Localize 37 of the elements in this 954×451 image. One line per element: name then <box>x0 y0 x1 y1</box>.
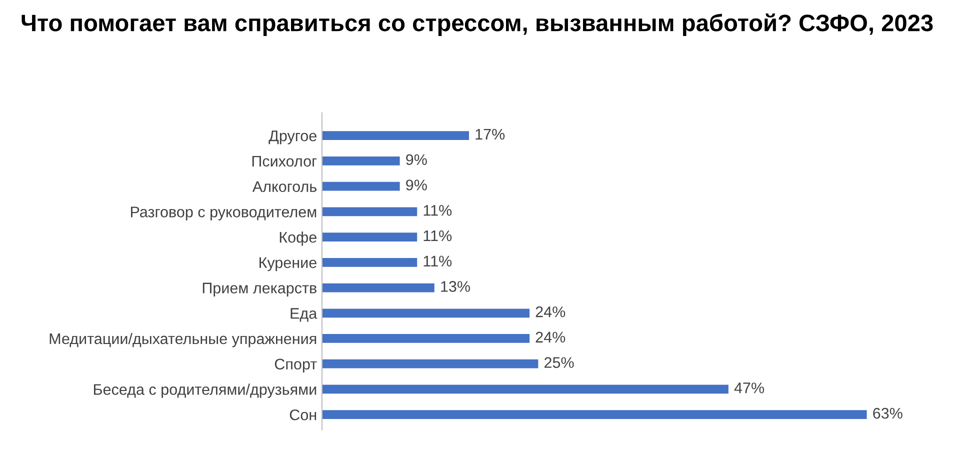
data-label: 25% <box>544 357 574 368</box>
y-tick-label: Алкоголь <box>252 181 316 192</box>
data-label: 11% <box>424 230 452 242</box>
data-label: 9% <box>406 180 427 190</box>
chart-title: Что помогает вам справиться со стрессом, вызванным работой? СЗФО, 2023 <box>22 14 933 36</box>
bar <box>322 182 400 191</box>
y-tick-label: Другое <box>268 130 316 144</box>
data-label: 13% <box>441 281 470 292</box>
bar <box>322 359 538 368</box>
bar <box>322 232 418 242</box>
bar <box>322 410 867 420</box>
data-label: 63% <box>873 408 902 419</box>
y-tick-label: Еда <box>290 308 318 322</box>
bar <box>322 207 418 216</box>
bar <box>322 156 400 166</box>
data-label: 11% <box>424 205 452 216</box>
y-tick-label: Прием лекарств <box>202 282 316 296</box>
y-tick-label: Сон <box>290 409 316 420</box>
data-label: 24% <box>536 332 566 343</box>
bar <box>322 131 469 140</box>
bar <box>322 258 418 267</box>
data-label: 17% <box>476 128 505 140</box>
y-tick-label: Психолог <box>252 156 317 167</box>
data-label: 11% <box>424 256 452 266</box>
y-tick-label: Разговор с руководителем <box>131 206 316 220</box>
y-tick-label: Кофе <box>280 232 316 246</box>
y-tick-label: Беседа с родителями/друзьями <box>94 384 316 398</box>
data-label: 9% <box>406 154 427 166</box>
data-label: 24% <box>536 306 566 318</box>
y-tick-label: Спорт <box>274 358 317 373</box>
bar <box>322 308 530 318</box>
y-tick-label: Медитации/дыхательные упражнения <box>50 332 316 348</box>
y-tick-label: Курение <box>260 257 316 272</box>
bar <box>322 283 434 292</box>
bar <box>322 384 728 394</box>
bar <box>322 334 530 343</box>
data-label: 47% <box>734 382 764 394</box>
